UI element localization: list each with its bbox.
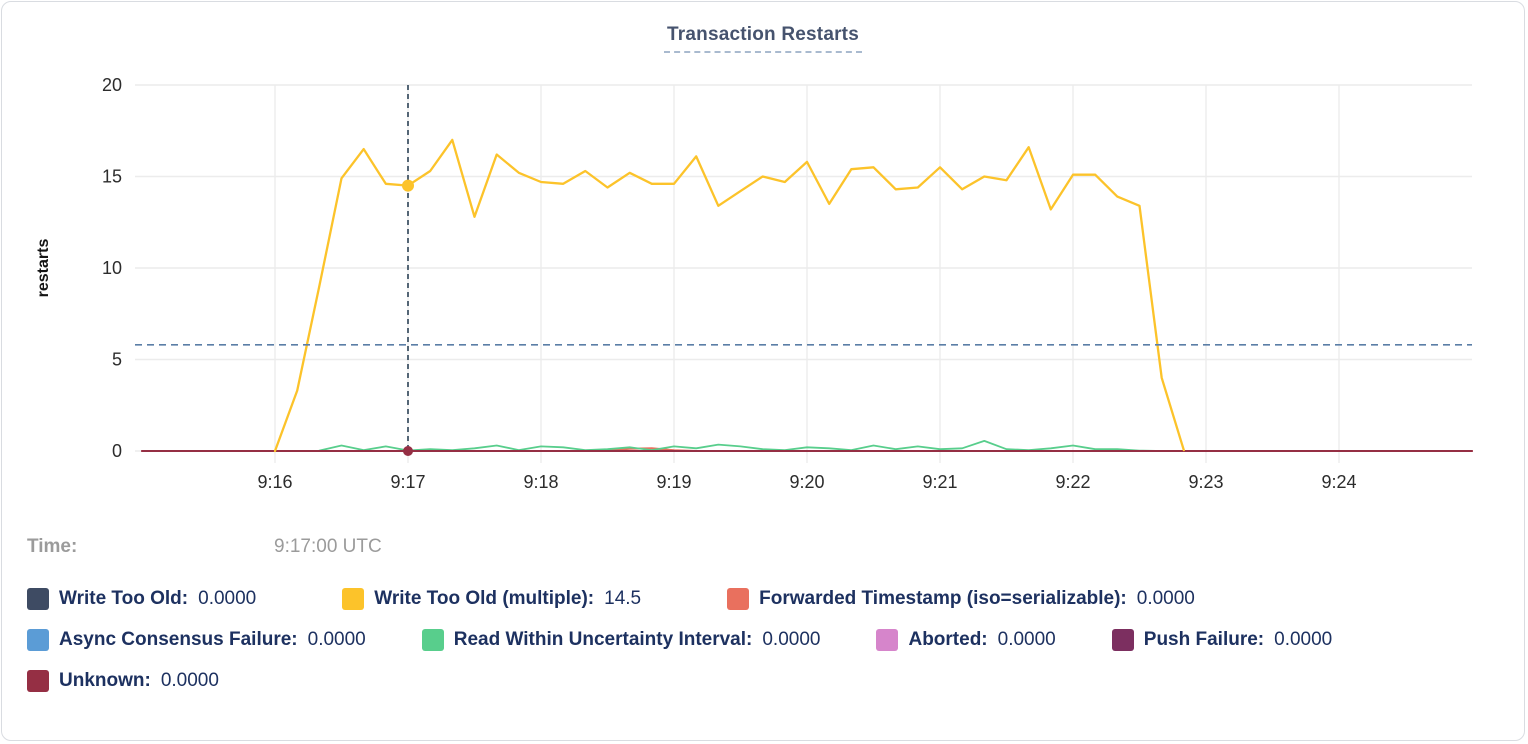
legend-item-aborted: Aborted: 0.0000 (876, 629, 1056, 651)
y-tick-label: 10 (102, 258, 122, 278)
x-tick-label: 9:18 (523, 472, 558, 492)
legend-item-unknown: Unknown: 0.0000 (27, 670, 219, 692)
series-line-read-within-uncertainty-interval (318, 439, 1163, 452)
legend-item-read-within-uncertainty-interval: Read Within Uncertainty Interval: 0.0000 (421, 629, 821, 651)
legend-value: 14.5 (604, 588, 642, 609)
legend-swatch-read-within-uncertainty-interval (421, 629, 444, 651)
legend-value: 0.0000 (997, 629, 1056, 650)
legend: Write Too Old: 0.0000 Write Too Old (multi… (27, 588, 1514, 711)
hover-dot-write-too-old-multiple (402, 179, 414, 192)
legend-item-push-failure: Push Failure: 0.0000 (1111, 629, 1333, 651)
legend-item-write-too-old: Write Too Old: 0.0000 (27, 588, 256, 610)
legend-row: Unknown: 0.0000 (27, 670, 1514, 692)
legend-value: 0.0000 (1274, 629, 1333, 650)
hover-time-label: Time: (27, 536, 78, 557)
legend-swatch-forwarded-timestamp-iso-serializable (727, 588, 750, 610)
legend-label: Unknown: (59, 670, 151, 691)
y-tick-label: 15 (102, 167, 122, 187)
y-tick-label: 20 (102, 75, 122, 95)
legend-label: Push Failure: (1143, 629, 1265, 650)
legend-value: 0.0000 (1136, 588, 1195, 609)
legend-item-async-consensus-failure: Async Consensus Failure: 0.0000 (27, 629, 366, 651)
legend-value: 0.0000 (307, 629, 366, 650)
legend-label: Aborted: (908, 629, 988, 650)
legend-swatch-push-failure (1111, 629, 1134, 651)
legend-item-write-too-old-multiple: Write Too Old (multiple): 14.5 (342, 588, 641, 610)
legend-label: Forwarded Timestamp (iso=serializable): (759, 588, 1127, 609)
x-tick-label: 9:19 (656, 472, 691, 492)
x-tick-label: 9:21 (922, 472, 957, 492)
legend-swatch-write-too-old (27, 588, 49, 610)
x-tick-label: 9:16 (257, 472, 292, 492)
x-tick-label: 9:22 (1055, 472, 1090, 492)
chart-title: Transaction Restarts (664, 24, 862, 53)
legend-label: Write Too Old (multiple): (374, 588, 595, 609)
chart-header: Transaction Restarts (2, 24, 1524, 53)
legend-label: Read Within Uncertainty Interval: (453, 629, 753, 650)
legend-label: Write Too Old: (59, 588, 189, 609)
legend-swatch-write-too-old-multiple (342, 588, 365, 610)
legend-item-forwarded-timestamp-iso-serializable: Forwarded Timestamp (iso=serializable): 0… (727, 588, 1195, 610)
series-line-write-too-old-multiple (273, 138, 1185, 453)
y-tick-label: 0 (112, 441, 122, 461)
hover-dot-unknown (403, 446, 413, 456)
y-axis-label: restarts (35, 239, 52, 298)
transaction-restarts-plot[interactable]: 0 5 10 15 20 9:16 9:17 9:18 9:19 9:20 9:21 9:22 9:23… (2, 2, 1525, 507)
legend-row: Write Too Old: 0.0000 Write Too Old (multi… (27, 588, 1514, 610)
legend-swatch-aborted (876, 629, 899, 651)
hover-time-row: Time: 9:17:00 UTC (2, 536, 1524, 562)
x-tick-label: 9:17 (390, 472, 425, 492)
hover-time-value: 9:17:00 UTC (274, 536, 382, 557)
legend-value: 0.0000 (762, 629, 821, 650)
legend-row: Async Consensus Failure: 0.0000 Read Withi… (27, 629, 1514, 651)
legend-label: Async Consensus Failure: (59, 629, 298, 650)
legend-swatch-unknown (27, 670, 49, 692)
x-tick-label: 9:23 (1188, 472, 1223, 492)
legend-swatch-async-consensus-failure (27, 629, 49, 651)
x-tick-label: 9:20 (789, 472, 824, 492)
y-tick-label: 5 (112, 350, 122, 370)
legend-value: 0.0000 (198, 588, 257, 609)
legend-value: 0.0000 (160, 670, 219, 691)
x-tick-label: 9:24 (1321, 472, 1356, 492)
